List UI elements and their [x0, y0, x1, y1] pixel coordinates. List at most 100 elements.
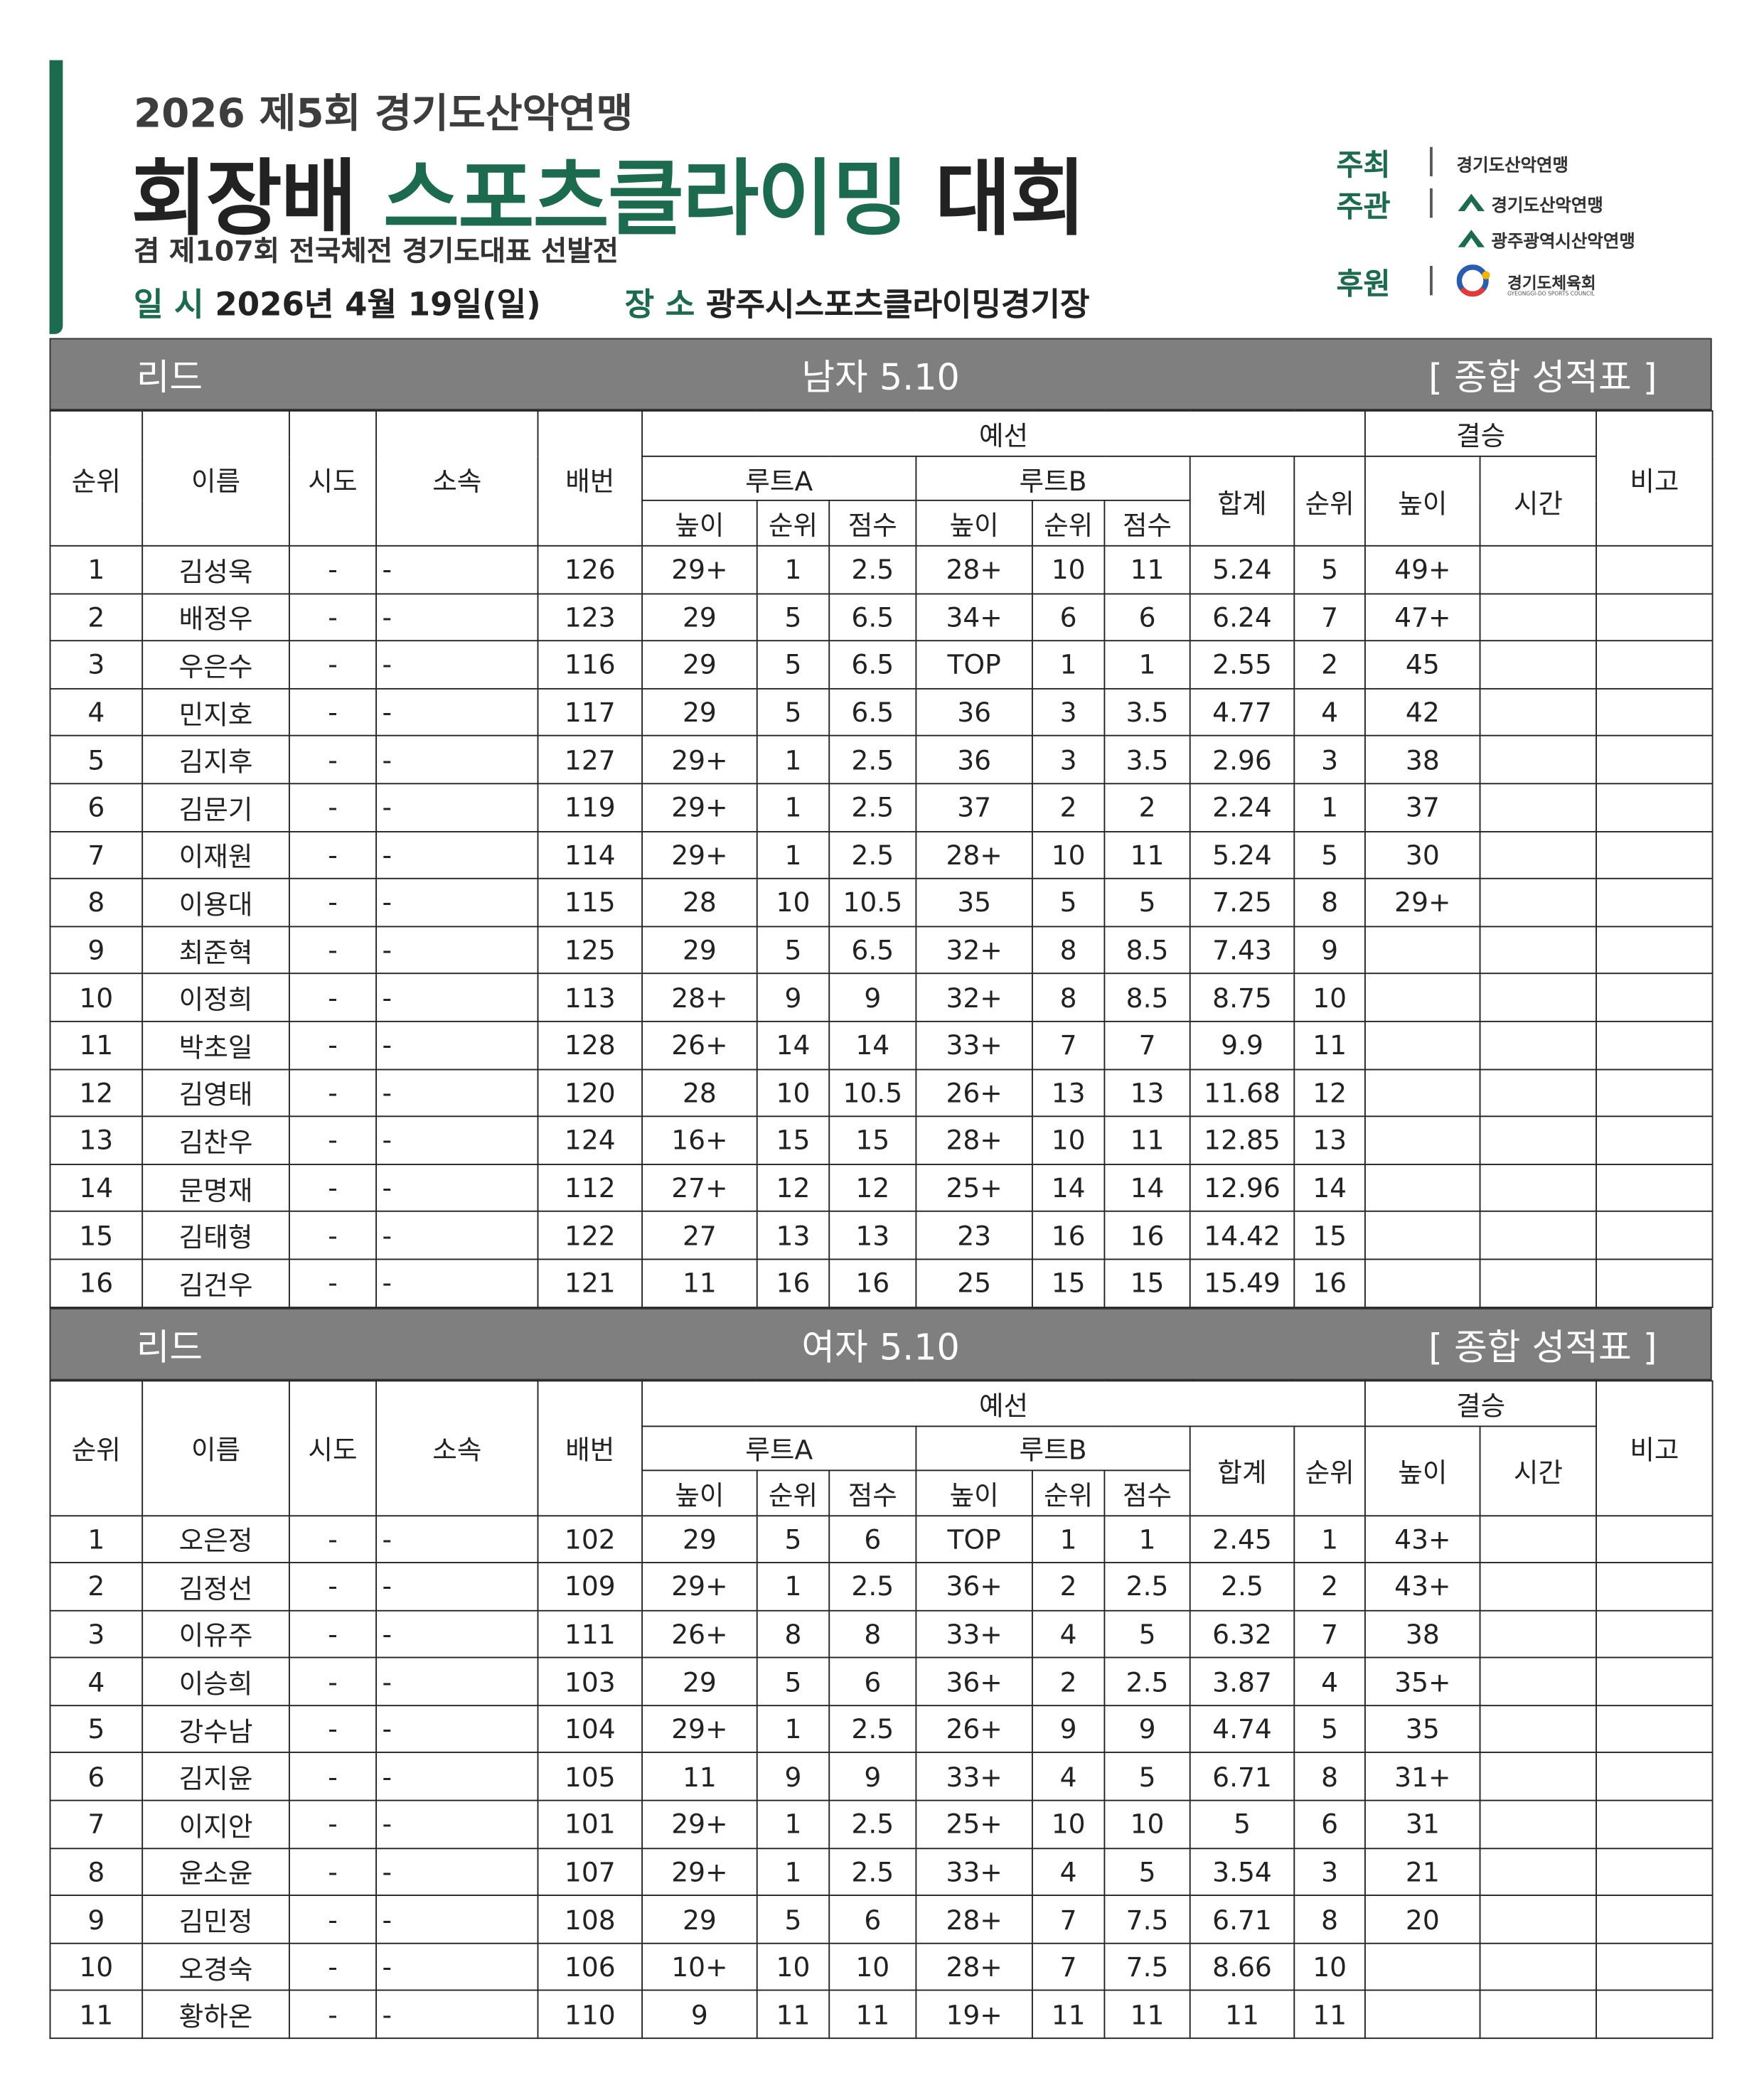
cell: 5 — [1103, 1609, 1191, 1659]
column-header: 시간 — [1479, 1425, 1598, 1516]
results: 리드 남자 5.10[ 종합 성적표 ] 순위 이름 시도 소속 배번 예선 결승 비고 루트A 루트… — [49, 338, 1714, 2040]
cell: 29 — [641, 1895, 758, 1944]
column-header: 순위 — [756, 1469, 830, 1516]
accent-bar — [49, 60, 63, 334]
cell: 113 — [537, 973, 643, 1022]
cell — [1595, 1799, 1714, 1849]
cell: 31+ — [1364, 1752, 1481, 1801]
cell — [1595, 1657, 1714, 1706]
category: 여자 5.10 — [801, 1327, 960, 1368]
cell: 8 — [828, 1609, 917, 1659]
column-header: 높이 — [915, 499, 1033, 547]
header-row: 높이 순위 점수 높이 순위 점수 — [50, 1469, 1712, 1516]
cell: 5 — [49, 735, 144, 785]
column-header: 루트B — [915, 455, 1191, 501]
cell: - — [288, 1514, 378, 1564]
cell: 23 — [915, 1211, 1033, 1260]
org-logo — [1456, 264, 1490, 297]
cell: 108 — [537, 1895, 643, 1944]
cell: 13 — [756, 1211, 830, 1260]
cell: 오은정 — [141, 1514, 290, 1564]
cell: - — [288, 1657, 378, 1706]
section-bar: 리드 여자 5.10 [ 종합 성적표 ] — [49, 1307, 1712, 1380]
cell — [1479, 1020, 1598, 1070]
cell: 박초일 — [141, 1020, 290, 1070]
cell: 1 — [1031, 1514, 1106, 1564]
cell: 122 — [537, 1211, 643, 1260]
cell: 6 — [1031, 592, 1106, 642]
cell: 윤소윤 — [141, 1847, 290, 1897]
sponsor-role: 주최 — [1336, 149, 1391, 183]
cell: 2.5 — [828, 735, 917, 785]
cell: 120 — [537, 1068, 643, 1118]
date: 2026년 4월 19일(일) — [215, 286, 541, 323]
cell: 126 — [537, 545, 643, 594]
cell: - — [375, 973, 539, 1022]
cell: - — [375, 687, 539, 737]
cell: 29+ — [641, 735, 758, 785]
cell: 7 — [1031, 1895, 1106, 1944]
cell: 14 — [756, 1020, 830, 1070]
cell: 28+ — [915, 1895, 1033, 1944]
cell — [1595, 783, 1714, 832]
cell: 3 — [49, 640, 144, 690]
cell: 11 — [1031, 1990, 1106, 2040]
cell: - — [288, 1020, 378, 1070]
cell: 2.5 — [828, 830, 917, 879]
cell: 1 — [1103, 1514, 1191, 1564]
cell: 8.66 — [1189, 1942, 1295, 1992]
cell — [1595, 1705, 1714, 1754]
cell: 김찬우 — [141, 1115, 290, 1165]
cell: 4 — [1031, 1752, 1106, 1801]
cell — [1595, 1562, 1714, 1612]
cell: 김정선 — [141, 1562, 290, 1612]
cell: 6.5 — [828, 640, 917, 690]
cell: 36 — [915, 687, 1033, 737]
cell: 11 — [1103, 1990, 1191, 2040]
cell: 27 — [641, 1211, 758, 1260]
cell: - — [375, 1163, 539, 1213]
cell: 2 — [1031, 1562, 1106, 1612]
cell: 10 — [1031, 1799, 1106, 1849]
cell — [1364, 1020, 1481, 1070]
column-header: 점수 — [1103, 499, 1191, 547]
cell: 28+ — [915, 1942, 1033, 1992]
cell: 5 — [756, 926, 830, 975]
cell: - — [375, 1942, 539, 1992]
result-row: 3 이유주 - -111 26+ 8 8 33+ 4 5 6.32 7 38 — [49, 1609, 1714, 1659]
cell: 35+ — [1364, 1657, 1481, 1706]
cell — [1479, 1163, 1598, 1213]
cell — [1595, 878, 1714, 927]
cell: 7 — [1103, 1020, 1191, 1070]
cell: 8.75 — [1189, 973, 1295, 1022]
cell — [1595, 1020, 1714, 1070]
cell — [1595, 1163, 1714, 1213]
cell: 29+ — [641, 830, 758, 879]
result-row: 13 김찬우 - -124 16+ 15 15 28+ 10 11 12.85 13 — [49, 1115, 1714, 1165]
cell: - — [288, 640, 378, 690]
cell: TOP — [915, 1514, 1033, 1564]
cell: 11 — [49, 1990, 144, 2040]
cell: 이지안 — [141, 1799, 290, 1849]
cell: 49+ — [1364, 545, 1481, 594]
cell: 6.24 — [1189, 592, 1295, 642]
column-header: 순위 — [1031, 499, 1106, 547]
column-header: 루트A — [641, 1425, 917, 1471]
cell: 6.71 — [1189, 1895, 1295, 1944]
cell: 4 — [1031, 1609, 1106, 1659]
cell: 13 — [1103, 1068, 1191, 1118]
cell — [1595, 1115, 1714, 1165]
cell — [1595, 1514, 1714, 1564]
cell: 14 — [1293, 1163, 1366, 1213]
cell: 14 — [828, 1020, 917, 1070]
cell: 29 — [641, 592, 758, 642]
cell: - — [288, 926, 378, 975]
column-header: 순위 — [1293, 1425, 1366, 1516]
column-header: 높이 — [1364, 1425, 1481, 1516]
cell: 2.5 — [1189, 1562, 1295, 1612]
cell: - — [288, 1068, 378, 1118]
sponsor-org: 광주광역시산악연맹 — [1491, 232, 1635, 253]
cell: 7.25 — [1189, 878, 1295, 927]
cell: 7 — [1293, 592, 1366, 642]
cell — [1595, 592, 1714, 642]
